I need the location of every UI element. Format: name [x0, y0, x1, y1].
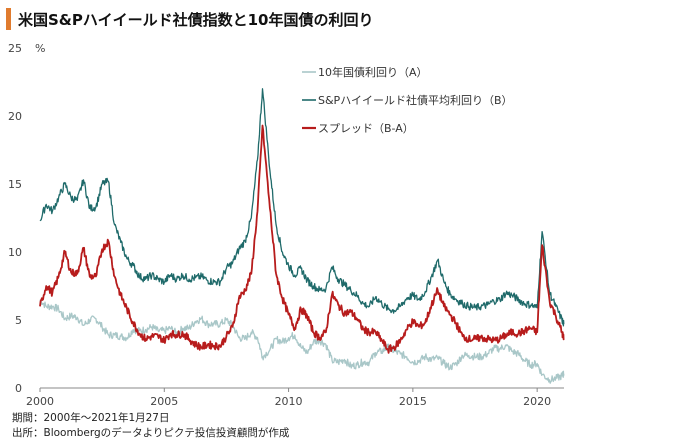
series-lines	[39, 88, 565, 384]
x-tick-label: 2005	[150, 395, 178, 408]
y-tick-label: 20	[8, 110, 22, 123]
y-tick-label: 10	[8, 246, 22, 259]
y-axis-unit-label: %	[35, 42, 45, 55]
series-line-3	[39, 124, 565, 354]
legend-label-2: S&Pハイイールド社債平均利回り（B）	[318, 93, 513, 107]
period-note: 期間：2000年～2021年1月27日	[12, 412, 170, 424]
axes: 0 5 10 15 20 25 % 2000 2005 2010 2015 2020	[8, 42, 564, 408]
y-tick-label: 25	[8, 42, 22, 55]
x-tick-label: 2010	[275, 395, 303, 408]
chart-title: 米国S&Pハイイールド社債指数と10年国債の利回り	[18, 11, 374, 29]
source-note: 出所：Bloombergのデータよりピクテ投信投資顧問が作成	[12, 427, 290, 439]
legend-label-3: スプレッド（B-A）	[318, 122, 414, 135]
y-tick-label: 5	[15, 314, 22, 327]
x-tick-label: 2020	[523, 395, 551, 408]
title-accent-bar	[6, 8, 11, 30]
series-line-2	[39, 88, 565, 327]
x-tick-label: 2015	[399, 395, 427, 408]
series-line-1	[39, 299, 565, 384]
legend-label-1: 10年国債利回り（A）	[318, 65, 428, 79]
y-tick-label: 0	[15, 382, 22, 395]
legend: 10年国債利回り（A） S&Pハイイールド社債平均利回り（B） スプレッド（B-A）	[302, 65, 513, 135]
y-tick-label: 15	[8, 178, 22, 191]
x-tick-label: 2000	[26, 395, 54, 408]
